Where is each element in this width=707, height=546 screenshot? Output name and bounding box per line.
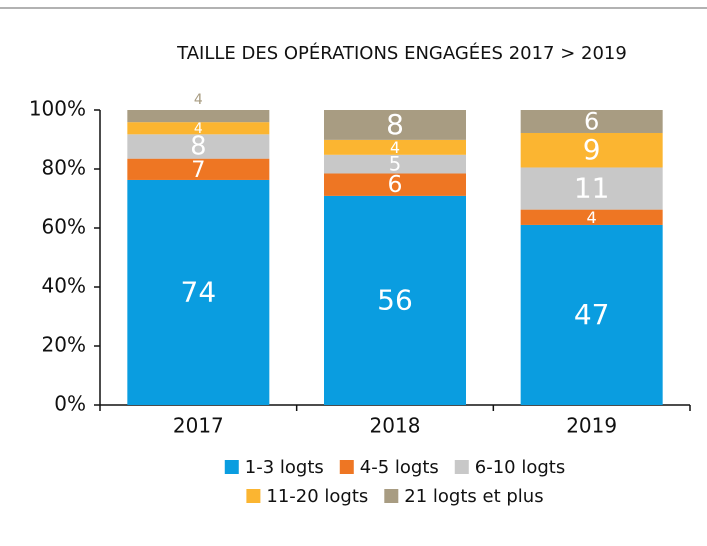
y-tick-label: 100% bbox=[29, 97, 86, 121]
data-label: 6 bbox=[584, 107, 599, 135]
data-label: 11 bbox=[574, 172, 610, 205]
bar-segment bbox=[520, 167, 663, 210]
bar-segment bbox=[127, 134, 270, 159]
legend-label: 1-3 logts bbox=[245, 457, 324, 478]
legend-swatch bbox=[224, 460, 239, 474]
bar-segment bbox=[127, 179, 270, 405]
data-label: 9 bbox=[583, 133, 601, 166]
bar-segment bbox=[127, 110, 270, 123]
bar-segment bbox=[324, 195, 466, 405]
bar-segment bbox=[520, 224, 663, 405]
data-label: 8 bbox=[386, 108, 404, 141]
data-label: 4 bbox=[194, 121, 203, 137]
legend-swatch bbox=[454, 460, 469, 474]
data-label: 4 bbox=[390, 138, 400, 157]
bar-segment bbox=[324, 154, 466, 174]
legend-label: 4-5 logts bbox=[360, 457, 439, 478]
legend-label: 11-20 logts bbox=[266, 486, 368, 507]
data-label: 6 bbox=[388, 170, 403, 198]
bar-segment bbox=[127, 158, 270, 180]
y-tick-label: 60% bbox=[42, 215, 86, 239]
legend-swatch bbox=[246, 489, 261, 503]
data-label: 47 bbox=[574, 298, 610, 331]
bar-segment bbox=[324, 139, 466, 155]
y-tick-label: 80% bbox=[42, 156, 86, 180]
legend-swatch bbox=[339, 460, 354, 474]
chart-title: TAILLE DES OPÉRATIONS ENGAGÉES 2017 > 20… bbox=[176, 42, 627, 64]
data-label: 7 bbox=[191, 157, 205, 183]
y-tick-label: 40% bbox=[42, 274, 86, 298]
data-label: 4 bbox=[194, 92, 203, 108]
data-label: 56 bbox=[377, 283, 413, 316]
data-label: 8 bbox=[190, 131, 206, 161]
y-tick-label: 0% bbox=[54, 392, 86, 416]
legend-label: 21 logts et plus bbox=[404, 486, 543, 507]
bar-segment bbox=[127, 122, 270, 135]
y-tick-label: 20% bbox=[42, 333, 86, 357]
x-tick-label: 2018 bbox=[370, 414, 421, 438]
x-tick-label: 2017 bbox=[173, 414, 224, 438]
bar-segment bbox=[520, 209, 663, 225]
data-label: 74 bbox=[181, 275, 217, 308]
legend-swatch bbox=[384, 489, 399, 503]
data-label: 5 bbox=[389, 153, 401, 176]
legend-label: 6-10 logts bbox=[475, 457, 565, 478]
data-label: 4 bbox=[587, 208, 597, 227]
x-tick-label: 2019 bbox=[566, 414, 617, 438]
bar-segment bbox=[324, 173, 466, 196]
bar-segment bbox=[520, 132, 663, 168]
bar-segment bbox=[520, 110, 663, 133]
bar-segment bbox=[324, 110, 466, 140]
